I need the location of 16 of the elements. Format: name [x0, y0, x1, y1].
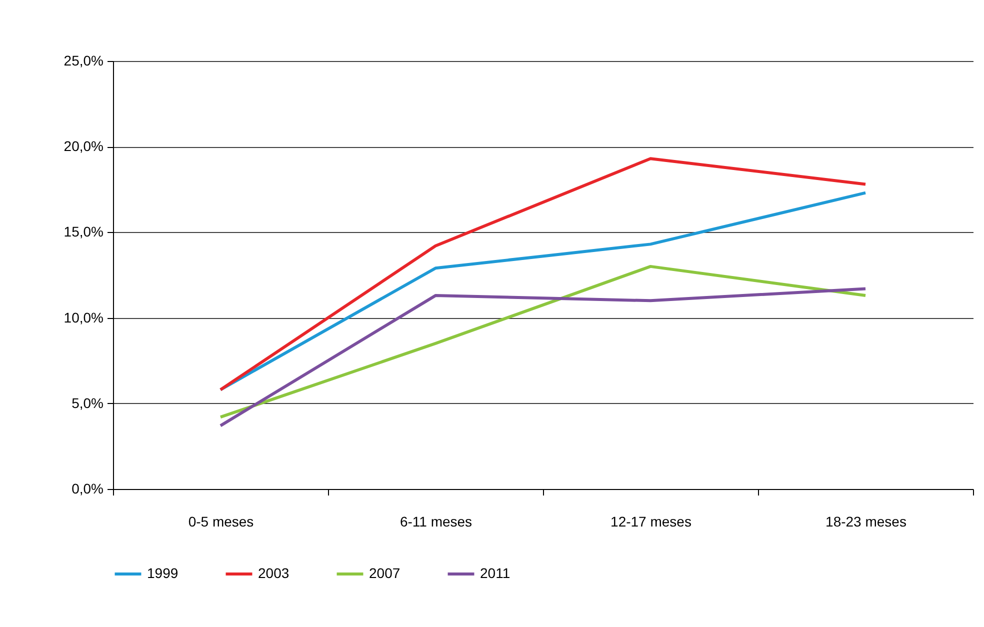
x-tick-label: 6-11 meses: [400, 514, 472, 530]
y-tick-label: 0,0%: [72, 480, 104, 496]
x-tick-label: 12-17 meses: [610, 514, 692, 530]
legend-label: 2003: [258, 565, 290, 581]
y-tick-label: 15,0%: [64, 224, 104, 240]
x-tick-label: 0-5 meses: [188, 514, 254, 530]
y-tick-label: 10,0%: [64, 309, 104, 326]
y-tick-label: 25,0%: [64, 52, 104, 68]
x-tick-label: 18-23 meses: [826, 514, 906, 530]
legend-label: 2007: [369, 565, 400, 581]
legend-label: 2011: [480, 565, 510, 581]
y-tick-label: 5,0%: [72, 394, 104, 411]
line-series: [219, 287, 867, 428]
legend-label: 1999: [147, 565, 178, 581]
line-series: [219, 264, 867, 419]
y-tick-label: 20,0%: [64, 138, 104, 154]
